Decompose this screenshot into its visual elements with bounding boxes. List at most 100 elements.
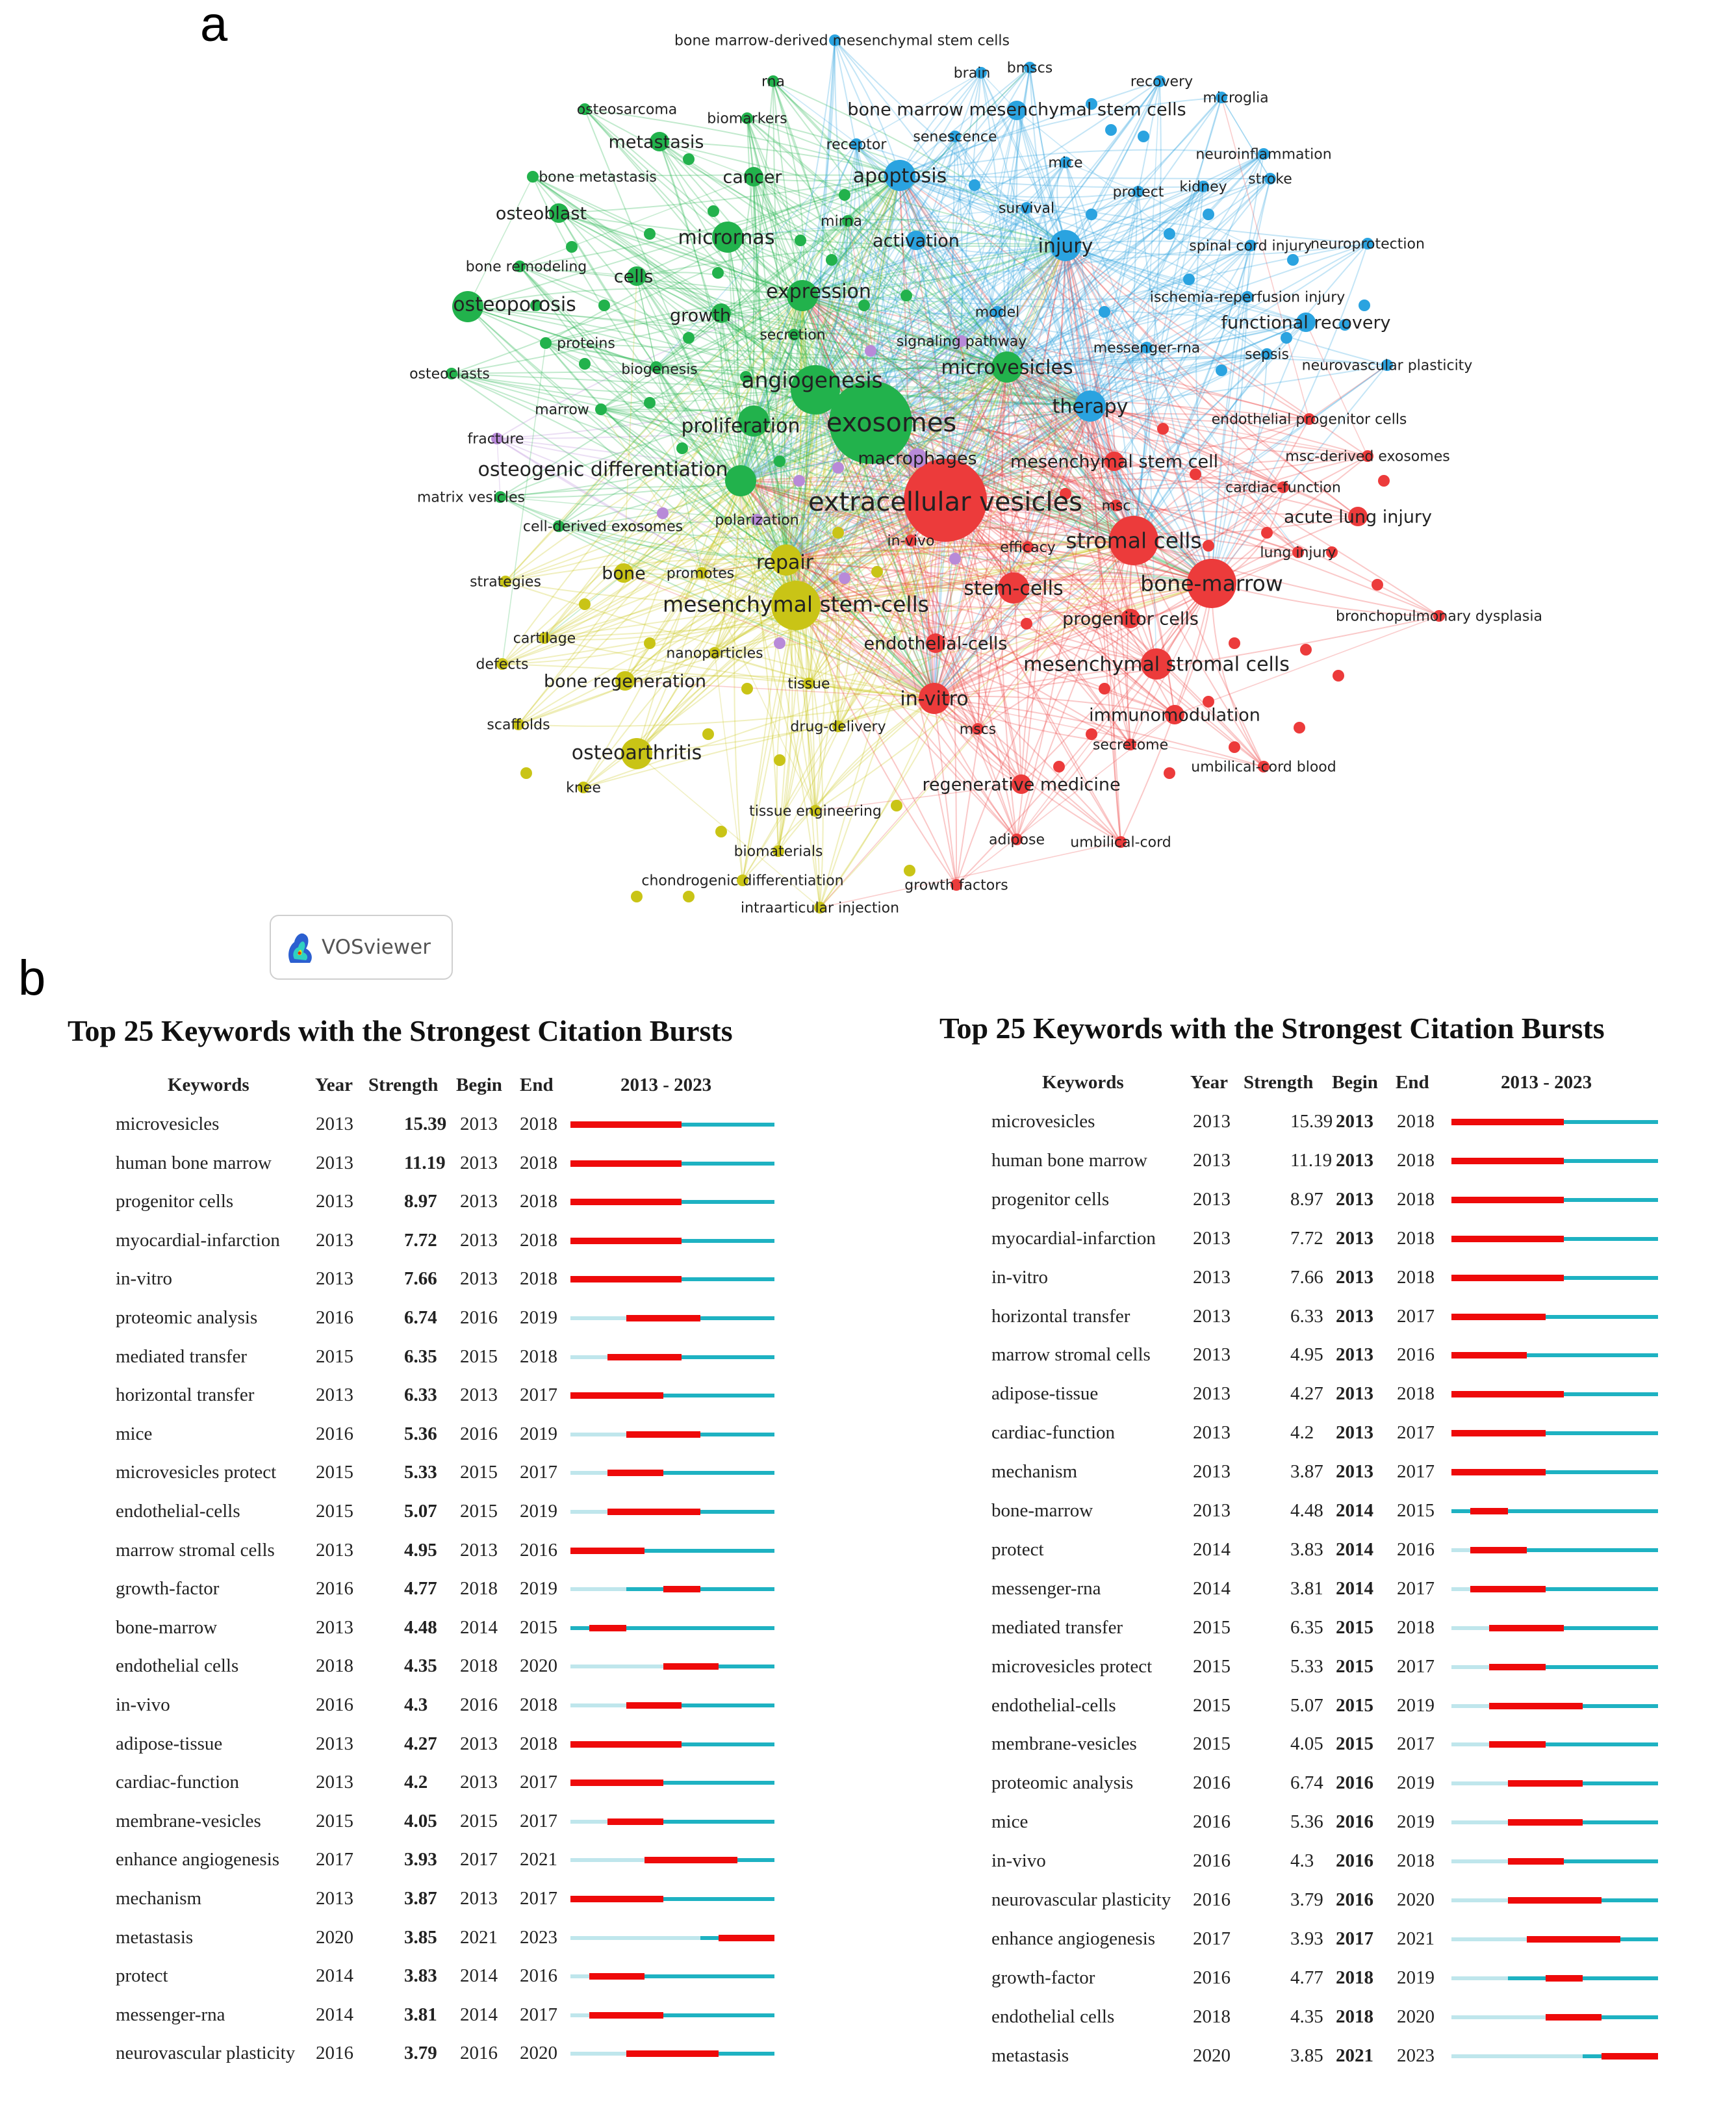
network-edge: [740, 347, 1147, 481]
network-edge: [934, 583, 1212, 699]
network-edge: [467, 306, 1091, 407]
year-cell: 2015: [316, 1462, 353, 1483]
strength-cell: 4.48: [1290, 1500, 1323, 1521]
network-edge: [934, 461, 1115, 699]
strength-cell: 3.93: [1290, 1928, 1323, 1949]
begin-cell: 2013: [460, 1114, 498, 1134]
network-edge: [1133, 178, 1271, 541]
network-edge: [785, 545, 1028, 561]
node-endothelial-cells: [926, 633, 945, 653]
strength-cell: 4.3: [404, 1694, 428, 1715]
network-edge: [1065, 243, 1368, 256]
bar-burst-segment: [570, 1896, 663, 1902]
network-edge: [795, 605, 1157, 665]
node-umbilical-cord: [1115, 836, 1127, 848]
network-edge: [656, 366, 946, 501]
network-edge: [451, 373, 946, 501]
network-edge: [544, 559, 787, 639]
network-edge: [467, 176, 533, 307]
begin-cell: 2015: [1336, 1655, 1373, 1677]
network-edge: [545, 295, 803, 344]
node-label-lung-injury: lung injury: [1260, 545, 1336, 561]
bar-inactive-segment: [570, 1432, 626, 1436]
network-edge: [636, 175, 900, 277]
network-edge: [856, 144, 1212, 584]
node-mirna: [842, 215, 854, 227]
bar-burst-segment: [589, 1624, 626, 1631]
end-cell: 2018: [520, 1114, 557, 1134]
network-edge: [1006, 366, 1022, 785]
network-edge: [1001, 366, 1014, 589]
node-label-immunomodulation: immunomodulation: [1089, 705, 1260, 725]
network-edge: [584, 108, 803, 296]
node-label-cardiac-function: cardiac-function: [1225, 480, 1341, 496]
network-edge: [935, 405, 1091, 644]
year-cell: 2017: [1193, 1928, 1231, 1949]
end-cell: 2016: [1397, 1344, 1435, 1366]
network-edge: [467, 306, 816, 390]
network-edge: [778, 389, 816, 852]
network-edge: [714, 583, 1212, 654]
network-edge: [793, 175, 900, 335]
network-edge: [795, 311, 998, 606]
node-osteoporosis: [452, 291, 483, 322]
bar-burst-segment: [1451, 1469, 1546, 1476]
strength-cell: 6.35: [1290, 1616, 1323, 1638]
network-edge: [834, 40, 935, 699]
network-edge: [1090, 405, 1368, 457]
network-minor-node: [1294, 722, 1305, 734]
keyword-cell: adipose-tissue: [991, 1383, 1099, 1405]
network-edge: [856, 144, 1008, 368]
node-bronchopulmonary-dysplasia: [1433, 610, 1445, 622]
network-edge: [753, 176, 1066, 246]
node-metastasis: [650, 132, 669, 151]
network-edge: [545, 342, 816, 390]
bar-active-segment: [570, 1548, 774, 1553]
network-edge: [785, 81, 1160, 561]
network-edge: [656, 366, 787, 561]
node-label-survival: survival: [999, 201, 1054, 217]
network-minor-node: [1060, 488, 1071, 500]
node-knee: [578, 782, 589, 793]
network-edge: [544, 605, 797, 641]
node-label-biogenesis: biogenesis: [621, 362, 698, 378]
network-edge: [636, 480, 741, 754]
network-edge: [819, 841, 1121, 908]
node-bone-regeneration: [615, 671, 635, 691]
network-edge: [740, 480, 1014, 589]
bar-burst-segment: [663, 1663, 719, 1670]
network-edge: [785, 353, 1268, 561]
network-edge: [794, 389, 816, 606]
network-edge: [756, 519, 1212, 584]
node-progenitor-cells: [1121, 609, 1140, 628]
strength-cell: 6.33: [404, 1384, 437, 1406]
network-minor-node: [631, 891, 643, 902]
year-cell: 2014: [1193, 1577, 1231, 1599]
network-minor-node: [683, 332, 695, 344]
bar-burst-segment: [1451, 1430, 1546, 1437]
network-minor-node: [520, 767, 532, 779]
network-edge: [467, 306, 795, 335]
year-cell: 2013: [316, 1191, 353, 1212]
bar-inactive-segment: [1451, 1937, 1527, 1941]
network-edge: [819, 728, 978, 908]
node-label-fracture: fracture: [467, 431, 524, 448]
network-edge: [778, 422, 871, 852]
network-edge: [794, 605, 816, 811]
network-edge: [1133, 353, 1268, 541]
end-cell: 2018: [1397, 1227, 1435, 1249]
strength-cell: 4.2: [404, 1772, 428, 1793]
strength-cell: 15.39: [404, 1114, 447, 1134]
begin-cell: 2013: [1336, 1305, 1373, 1327]
bar-active-segment: [1488, 1665, 1658, 1669]
network-edge: [945, 500, 958, 886]
network-edge: [720, 313, 741, 481]
node-macrophages: [908, 448, 927, 468]
strength-cell: 4.27: [1290, 1383, 1323, 1405]
bar-active-segment: [626, 1587, 774, 1592]
begin-cell: 2013: [1336, 1111, 1373, 1132]
network-edge: [1065, 245, 1091, 407]
node-label-recovery: recovery: [1130, 74, 1193, 90]
network-edge: [815, 144, 857, 390]
end-cell: 2018: [1397, 1266, 1435, 1288]
